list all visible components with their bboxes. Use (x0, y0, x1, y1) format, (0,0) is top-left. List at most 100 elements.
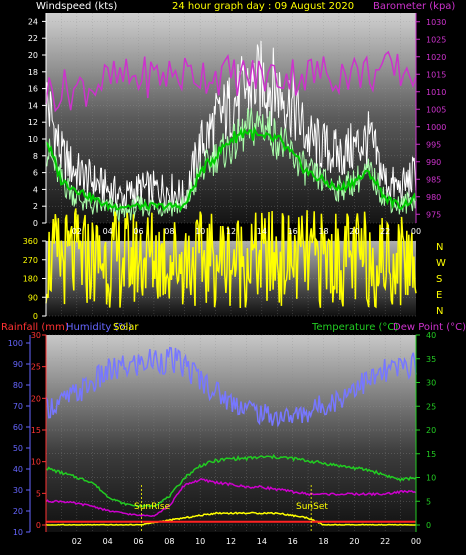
humidity-tick-label: 20 (13, 507, 23, 516)
wind-gust-line (45, 40, 417, 211)
x-tick-label: 02 (72, 227, 82, 236)
temperature-tick-label: 30 (426, 379, 436, 388)
rainfall-tick-label: 20 (31, 394, 41, 403)
rainfall-tick-label: 15 (31, 426, 41, 435)
y-tick-label: 6 (33, 169, 38, 178)
temperature-tick-label: 15 (426, 450, 436, 459)
x-tick-label: 04 (103, 227, 113, 236)
y2-tick-label: 990 (426, 158, 441, 167)
y2-tick-label: 985 (426, 175, 441, 184)
humidity-tick-label: 10 (13, 528, 23, 537)
x-tick-label: 10 (195, 227, 205, 236)
temperature-tick-label: 35 (426, 355, 436, 364)
y-tick-label: 4 (33, 185, 38, 194)
y-tick-label: 14 (28, 101, 38, 110)
humidity-axis-title: Humidity (%) (66, 322, 132, 333)
compass-label-e: E (436, 290, 442, 301)
temperature-tick-label: 0 (426, 521, 431, 530)
y2-tick-label: 980 (426, 193, 441, 202)
wind-average-line (45, 125, 417, 212)
y-tick-label: 24 (28, 17, 38, 26)
y-tick-label: 22 (28, 34, 38, 43)
dewpoint-axis-title: Dew Point (°C) (393, 322, 466, 333)
x-tick-label: 00 (411, 537, 421, 546)
temperature-tick-label: 40 (426, 331, 436, 340)
direction-tick-label: 270 (23, 256, 38, 265)
x-tick-label: 00 (411, 227, 421, 236)
temperature-axis-title: Temperature (°C) (311, 322, 398, 333)
direction-tick-label: 90 (28, 293, 38, 302)
wind-direction-line (45, 208, 417, 309)
solar-line (45, 511, 417, 526)
humidity-line (45, 346, 417, 428)
x-tick-label: 14 (257, 227, 267, 236)
x-tick-label: 16 (288, 537, 298, 546)
x-tick-label: 20 (349, 537, 359, 546)
humidity-tick-label: 40 (13, 465, 23, 474)
humidity-tick-label: 100 (8, 339, 23, 348)
solar-axis-title: Solar (113, 322, 139, 333)
direction-tick-label: 180 (23, 275, 38, 284)
y-tick-label: 18 (28, 68, 38, 77)
x-tick-label: 14 (257, 537, 267, 546)
y-tick-label: 0 (33, 219, 38, 228)
x-tick-label: 12 (226, 227, 236, 236)
compass-label-w: W (436, 258, 446, 269)
x-tick-label: 08 (164, 227, 174, 236)
x-tick-label: 06 (133, 537, 143, 546)
rainfall-tick-label: 30 (31, 331, 41, 340)
humidity-tick-label: 60 (13, 423, 23, 432)
x-tick-label: 08 (164, 537, 174, 546)
x-tick-label: 10 (195, 537, 205, 546)
humidity-tick-label: 90 (13, 360, 23, 369)
temperature-tick-label: 25 (426, 402, 436, 411)
y2-tick-label: 1020 (426, 53, 446, 62)
x-tick-label: 04 (103, 537, 113, 546)
x-tick-label: 02 (72, 537, 82, 546)
humidity-tick-label: 80 (13, 381, 23, 390)
temperature-tick-label: 10 (426, 474, 436, 483)
barometer-axis-title: Barometer (kpa) (373, 1, 455, 12)
sunrise-label: SunRise (134, 502, 171, 512)
barometer-line (45, 50, 417, 113)
y2-tick-label: 995 (426, 140, 441, 149)
compass-label-s: S (436, 274, 442, 285)
compass-label-n-top: N (436, 242, 443, 253)
y-tick-label: 16 (28, 85, 38, 94)
x-tick-label: 20 (349, 227, 359, 236)
x-tick-label: 22 (380, 537, 390, 546)
rainfall-tick-label: 0 (36, 521, 41, 530)
temperature-line (45, 453, 417, 508)
y2-tick-label: 1015 (426, 70, 446, 79)
wind-axis-title: Windspeed (kts) (36, 1, 117, 12)
y-tick-label: 12 (28, 118, 38, 127)
climate-panel-background (46, 335, 416, 532)
direction-tick-label: 360 (23, 237, 38, 246)
x-tick-label: 18 (318, 537, 328, 546)
y-tick-label: 2 (33, 202, 38, 211)
temperature-tick-label: 5 (426, 497, 431, 506)
x-tick-label: 22 (380, 227, 390, 236)
rainfall-tick-label: 25 (31, 363, 41, 372)
y2-tick-label: 1025 (426, 35, 446, 44)
y-tick-label: 10 (28, 135, 38, 144)
y2-tick-label: 1005 (426, 105, 446, 114)
humidity-tick-label: 70 (13, 402, 23, 411)
y-tick-label: 8 (33, 152, 38, 161)
dewpoint-line (45, 477, 417, 518)
y2-tick-label: 975 (426, 210, 441, 219)
rainfall-tick-label: 10 (31, 458, 41, 467)
y-tick-label: 20 (28, 51, 38, 60)
x-tick-label: 06 (133, 227, 143, 236)
rainfall-tick-label: 5 (36, 489, 41, 498)
compass-label-n-bottom: N (436, 306, 443, 317)
humidity-tick-label: 50 (13, 444, 23, 453)
sunset-label: SunSet (296, 502, 328, 512)
humidity-tick-label: 30 (13, 486, 23, 495)
direction-tick-label: 0 (33, 312, 38, 321)
chart-title: 24 hour graph day : 09 August 2020 (172, 1, 354, 12)
temperature-tick-label: 20 (426, 426, 436, 435)
y2-tick-label: 1010 (426, 88, 446, 97)
